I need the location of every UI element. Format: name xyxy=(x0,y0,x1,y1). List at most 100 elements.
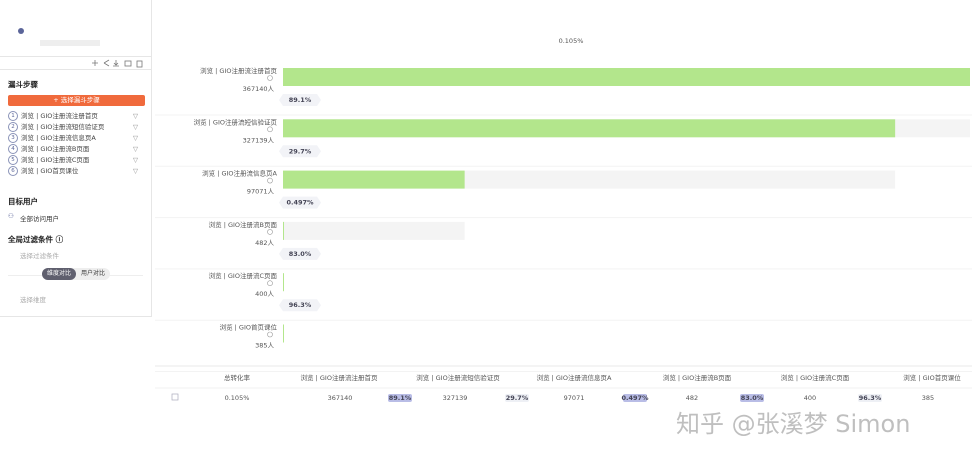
rate-label: 83.0% xyxy=(289,250,312,258)
rate-chip xyxy=(388,394,412,402)
step-name: 浏览 | GIO注册流短信验证页 xyxy=(21,123,105,131)
rate-label: 29.7% xyxy=(289,147,312,155)
table-cell: 367140 xyxy=(328,394,353,402)
table-rate: 0.497% xyxy=(621,394,649,402)
bar-value-label: 97071人 xyxy=(247,188,275,196)
add-step-button[interactable]: + 选择漏斗步骤 xyxy=(8,95,145,106)
step-number: 5 xyxy=(8,155,18,165)
rate-label: 0.497% xyxy=(286,199,314,207)
bar xyxy=(283,221,284,240)
table-header: 浏览 | GIO注册流C页面 xyxy=(781,373,850,382)
filter-icon[interactable]: ▽ xyxy=(133,167,138,175)
step-label: 浏览 | GIO注册流C页面 xyxy=(209,271,278,280)
step-number: 6 xyxy=(8,166,18,176)
toolbar xyxy=(92,59,143,68)
sidebar: 漏斗步骤 + 选择漏斗步骤 1 浏览 | GIO注册流注册首页 ▽ 2 浏览 | GIO… xyxy=(0,0,152,317)
step-name: 浏览 | GIO注册流注册首页 xyxy=(21,112,98,120)
rate-badge xyxy=(279,299,321,312)
bar-value-label: 367140人 xyxy=(243,85,275,93)
step-icon xyxy=(267,126,273,133)
step-icon xyxy=(267,229,273,235)
filter-icon[interactable]: ▽ xyxy=(133,134,138,142)
step-item[interactable]: 1 浏览 | GIO注册流注册首页 ▽ xyxy=(8,111,138,122)
step-label: 浏览 | GIO注册流B页面 xyxy=(209,220,278,229)
step-item[interactable]: 5 浏览 | GIO注册流C页面 ▽ xyxy=(8,155,138,166)
bar xyxy=(283,119,896,138)
table-cell: 97071 xyxy=(564,394,585,402)
download-icon[interactable] xyxy=(113,60,119,67)
step-list: 1 浏览 | GIO注册流注册首页 ▽ 2 浏览 | GIO注册流短信验证页 ▽ 3 浏览 |… xyxy=(8,111,138,177)
rate-chip xyxy=(740,394,764,402)
print-icon[interactable] xyxy=(124,60,132,67)
table-header: 浏览 | GIO注册流B页面 xyxy=(663,373,732,382)
bar-value-label: 385人 xyxy=(255,342,274,350)
step-number: 2 xyxy=(8,122,18,132)
step-name: 浏览 | GIO注册流B页面 xyxy=(21,145,90,153)
tab[interactable]: 维度对比 xyxy=(42,268,76,280)
row-checkbox[interactable] xyxy=(171,393,179,401)
bar-value-label: 327139人 xyxy=(243,136,275,144)
step-label: 浏览 | GIO首页课位 xyxy=(220,323,278,332)
delete-icon[interactable] xyxy=(136,60,143,68)
step-icon xyxy=(267,177,273,184)
table-cell: 482 xyxy=(686,394,698,402)
bar-value-label: 482人 xyxy=(255,239,274,247)
table-header: 浏览 | GIO注册流注册首页 xyxy=(301,373,378,382)
step-item[interactable]: 4 浏览 | GIO注册流B页面 ▽ xyxy=(8,144,138,155)
blurred-name xyxy=(40,40,100,46)
table-rate: 96.3% xyxy=(859,394,882,402)
dimension-select[interactable]: 选择维度 xyxy=(20,296,46,304)
section-title: 漏斗步骤 xyxy=(8,80,38,89)
rate-label: 89.1% xyxy=(289,96,312,104)
table-rate: 83.0% xyxy=(741,394,764,402)
step-item[interactable]: 6 浏览 | GIO首页课位 ▽ xyxy=(8,166,138,177)
bar xyxy=(283,68,970,86)
step-icon xyxy=(267,331,273,338)
compare-toggle: 维度对比 用户对比 xyxy=(42,268,110,280)
section-title: 目标用户 xyxy=(8,197,38,206)
target-select[interactable]: 全部访问用户 xyxy=(20,215,59,223)
divider xyxy=(0,56,151,57)
filter-select[interactable]: 选择过滤条件 xyxy=(20,252,59,260)
step-name: 浏览 | GIO首页课位 xyxy=(21,167,79,175)
divider xyxy=(0,69,151,70)
rate-chip xyxy=(623,394,647,402)
rate-badge xyxy=(279,247,321,260)
rate-badge xyxy=(279,196,321,209)
tab[interactable]: 用户对比 xyxy=(80,270,105,277)
table-rate: 29.7% xyxy=(506,394,529,402)
table-header: 浏览 | GIO注册流短信验证页 xyxy=(416,373,500,382)
step-icon xyxy=(267,75,273,81)
step-label: 浏览 | GIO注册流信息页A xyxy=(202,169,277,178)
table-cell: 400 xyxy=(804,394,816,402)
table-header: 总转化率 xyxy=(224,373,251,382)
filter-icon[interactable]: ▽ xyxy=(133,112,138,120)
share-icon[interactable] xyxy=(103,59,110,67)
step-label: 浏览 | GIO注册流注册首页 xyxy=(200,66,277,75)
step-name: 浏览 | GIO注册流信息页A xyxy=(21,134,96,142)
add-icon[interactable] xyxy=(92,60,98,66)
table-rate: 89.1% xyxy=(389,394,412,402)
bar-background xyxy=(283,221,465,240)
watermark: 知乎 @张溪梦 Simon xyxy=(676,410,911,438)
step-name: 浏览 | GIO注册流C页面 xyxy=(21,156,90,164)
bar xyxy=(283,324,284,343)
logo xyxy=(18,28,24,34)
step-number: 1 xyxy=(8,111,18,121)
table-cell: 327139 xyxy=(443,394,468,402)
bar-value-label: 400人 xyxy=(255,290,274,298)
step-label: 浏览 | GIO注册流短信验证页 xyxy=(194,117,278,126)
step-item[interactable]: 2 浏览 | GIO注册流短信验证页 ▽ xyxy=(8,122,138,133)
section-title: 全局过滤条件 ⓘ xyxy=(8,235,64,244)
bar xyxy=(283,273,284,292)
filter-icon[interactable]: ▽ xyxy=(133,145,138,153)
bar xyxy=(283,170,465,189)
chart-title: 0.105% xyxy=(559,37,584,45)
target-icon: ⚇ xyxy=(8,212,14,220)
rate-chip xyxy=(858,394,882,402)
filter-icon[interactable]: ▽ xyxy=(133,123,138,131)
step-item[interactable]: 3 浏览 | GIO注册流信息页A ▽ xyxy=(8,133,138,144)
filter-icon[interactable]: ▽ xyxy=(133,156,138,164)
